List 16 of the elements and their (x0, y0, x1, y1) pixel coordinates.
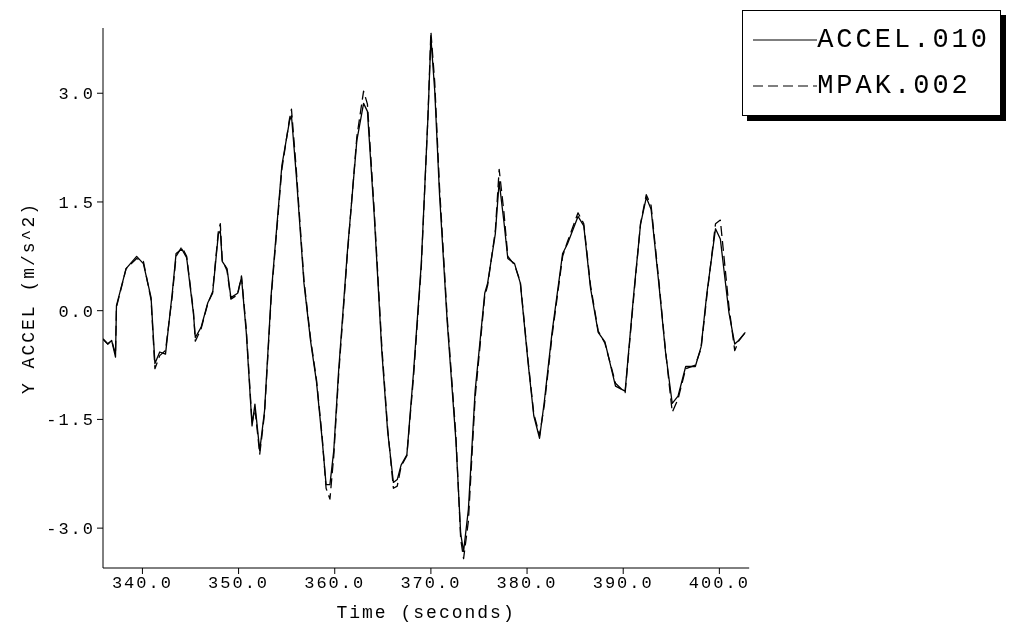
x-tick-label: 360.0 (304, 574, 366, 594)
y-tick-label: 3.0 (58, 85, 95, 105)
x-tick-label: 340.0 (111, 574, 173, 594)
x-tick-label: 350.0 (208, 574, 270, 594)
x-tick-label: 380.0 (496, 574, 558, 594)
y-tick-label: 0.0 (58, 302, 95, 322)
y-axis-title: Y ACCEL (m/s^2) (19, 201, 40, 395)
y-tick-label: -3.0 (46, 520, 95, 540)
x-axis-title: Time (seconds) (336, 603, 516, 623)
x-tick-label: 370.0 (400, 574, 462, 594)
y-tick-label: 1.5 (58, 193, 95, 213)
legend-label: ACCEL.010 (817, 25, 990, 55)
x-tick-label: 390.0 (592, 574, 654, 594)
legend-label: MPAK.002 (817, 71, 971, 101)
y-tick-label: -1.5 (46, 411, 95, 431)
x-tick-label: 400.0 (688, 574, 750, 594)
